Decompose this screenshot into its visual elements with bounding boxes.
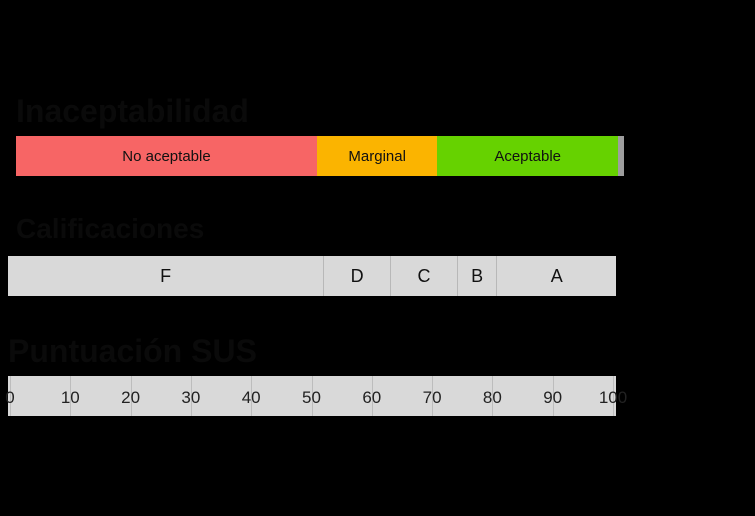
scale-tick bbox=[130, 376, 132, 416]
score-title: Puntuación SUS bbox=[8, 333, 257, 369]
scale-tick-label: 90 bbox=[543, 388, 563, 407]
acceptability-segment-no-aceptable: No aceptable bbox=[16, 136, 317, 176]
grade-segment-c: C bbox=[391, 256, 458, 296]
scale-tick bbox=[251, 376, 253, 416]
scale-tick bbox=[492, 376, 494, 416]
grade-segment-f: F bbox=[8, 256, 325, 296]
scale-tick bbox=[613, 376, 614, 416]
scale-tick bbox=[311, 376, 313, 416]
acceptability-bar: No aceptable Marginal Aceptable bbox=[16, 136, 624, 176]
acceptability-segment-aceptable: Aceptable bbox=[437, 136, 618, 176]
grade-segment-b: B bbox=[458, 256, 498, 296]
grade-segment-d: D bbox=[324, 256, 392, 296]
scale-tick-label: 40 bbox=[241, 388, 261, 407]
scale-tick-label: 0 bbox=[5, 388, 15, 407]
scale-tick bbox=[552, 376, 554, 416]
acceptability-title: Inaceptabilidad bbox=[16, 93, 249, 129]
scale-tick-label: 50 bbox=[302, 388, 321, 407]
acceptability-segment-marginal: Marginal bbox=[316, 136, 438, 176]
scale-tick-label: 30 bbox=[181, 388, 201, 407]
scale-tick-label: 10 bbox=[60, 388, 80, 407]
grades-title: Calificaciones bbox=[16, 213, 205, 244]
scale-tick bbox=[70, 376, 72, 416]
score-scale-bar: 0 10 20 30 40 50 60 70 80 90 100 bbox=[5, 376, 627, 416]
grade-segment-a: A bbox=[550, 265, 563, 286]
scale-tick bbox=[432, 376, 434, 416]
scale-tick-label: 80 bbox=[482, 388, 502, 407]
scale-tick-label: 60 bbox=[362, 388, 382, 407]
scale-tick bbox=[10, 376, 11, 416]
scale-tick-label: 70 bbox=[422, 388, 442, 407]
scale-tick bbox=[371, 376, 373, 416]
scale-tick-label: 100 bbox=[598, 388, 628, 407]
acceptability-segment-end-cap bbox=[617, 136, 624, 176]
scale-tick-label: 20 bbox=[121, 388, 141, 407]
scale-tick bbox=[190, 376, 192, 416]
